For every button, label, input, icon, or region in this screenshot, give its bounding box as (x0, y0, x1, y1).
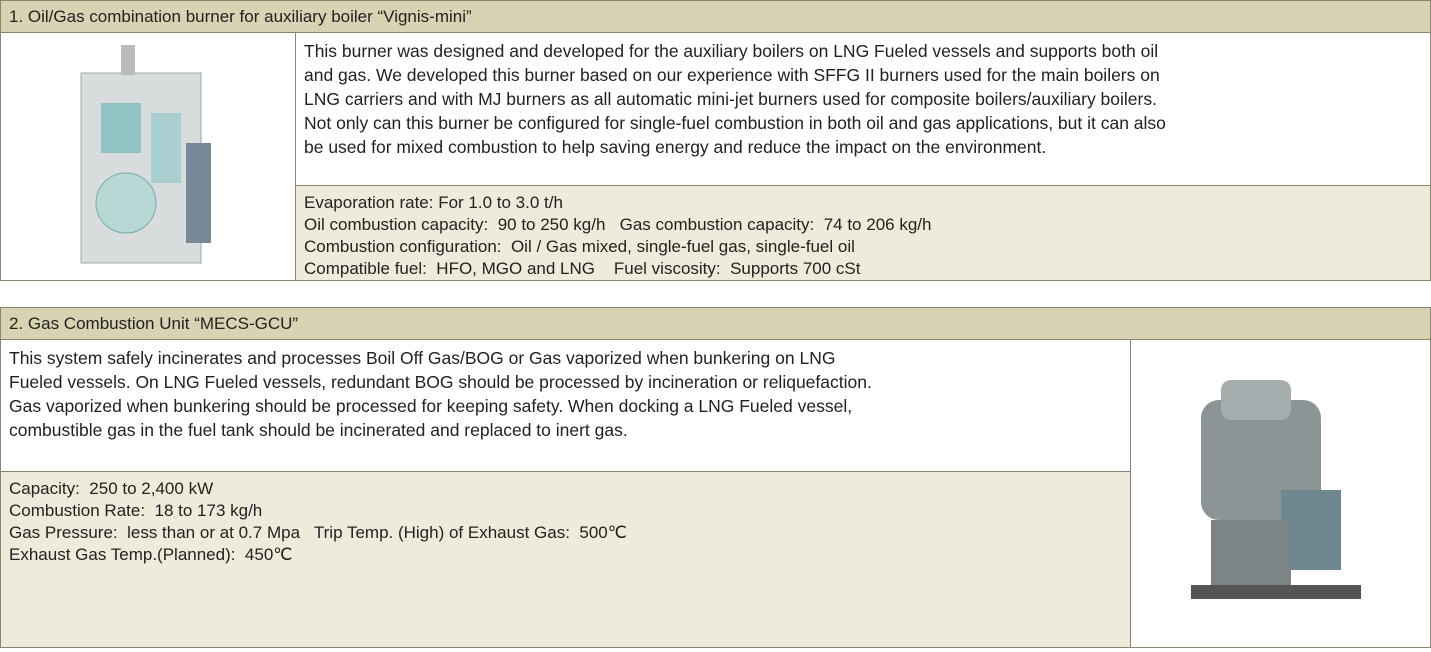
specs: Evaporation rate: For 1.0 to 3.0 t/h Oil… (295, 185, 1431, 281)
page: 1. Oil/Gas combination burner for auxili… (0, 0, 1431, 648)
part (1221, 380, 1291, 420)
base (1191, 585, 1361, 599)
spec-line: Combustion configuration: Oil / Gas mixe… (304, 236, 1422, 258)
text-line: combustible gas in the fuel tank should … (9, 418, 1122, 442)
gcu-image (1131, 340, 1430, 647)
part (96, 173, 156, 233)
description: This system safely incinerates and proce… (0, 339, 1131, 472)
image-cell (0, 32, 296, 281)
spec-line: Gas Pressure: less than or at 0.7 Mpa Tr… (9, 522, 1122, 544)
text-line: Fueled vessels. On LNG Fueled vessels, r… (9, 370, 1122, 394)
part (1211, 520, 1291, 590)
spec-line: Combustion Rate: 18 to 173 kg/h (9, 500, 1122, 522)
burner-image (1, 33, 295, 280)
specs: Capacity: 250 to 2,400 kW Combustion Rat… (0, 471, 1131, 648)
part (151, 113, 181, 183)
spec-line: Oil combustion capacity: 90 to 250 kg/h … (304, 214, 1422, 236)
part (101, 103, 141, 153)
text-line: This system safely incinerates and proce… (9, 346, 1122, 370)
section-header: 2. Gas Combustion Unit “MECS-GCU” (0, 307, 1431, 340)
text-line: Not only can this burner be configured f… (304, 111, 1422, 135)
text-line: be used for mixed combustion to help sav… (304, 135, 1422, 159)
spec-line: Capacity: 250 to 2,400 kW (9, 478, 1122, 500)
description: This burner was designed and developed f… (295, 32, 1431, 186)
image-cell (1130, 339, 1431, 648)
spec-line: Compatible fuel: HFO, MGO and LNG Fuel v… (304, 258, 1422, 280)
spec-line: Exhaust Gas Temp.(Planned): 450℃ (9, 544, 1122, 566)
text-line: LNG carriers and with MJ burners as all … (304, 87, 1422, 111)
spec-line: Evaporation rate: For 1.0 to 3.0 t/h (304, 192, 1422, 214)
text-line: and gas. We developed this burner based … (304, 63, 1422, 87)
section-header: 1. Oil/Gas combination burner for auxili… (0, 0, 1431, 33)
part (121, 45, 135, 75)
frame (81, 73, 201, 263)
part (186, 143, 211, 243)
text-line: Gas vaporized when bunkering should be p… (9, 394, 1122, 418)
text-line: This burner was designed and developed f… (304, 39, 1422, 63)
